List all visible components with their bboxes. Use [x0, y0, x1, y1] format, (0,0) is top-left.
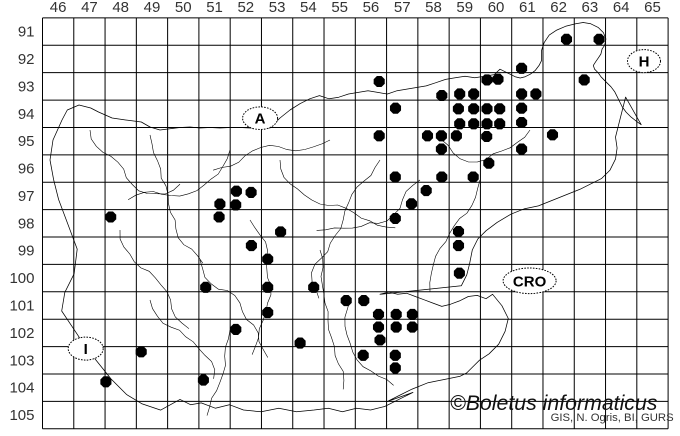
- svg-text:64: 64: [613, 0, 630, 16]
- svg-text:63: 63: [582, 0, 599, 16]
- svg-text:104: 104: [9, 380, 34, 397]
- svg-text:95: 95: [18, 133, 35, 150]
- svg-text:102: 102: [9, 325, 34, 342]
- svg-text:59: 59: [456, 0, 473, 16]
- svg-text:98: 98: [18, 215, 35, 232]
- svg-text:62: 62: [550, 0, 567, 16]
- svg-text:91: 91: [18, 24, 35, 41]
- svg-text:94: 94: [18, 106, 35, 123]
- svg-text:CRO: CRO: [513, 273, 547, 290]
- svg-text:46: 46: [50, 0, 67, 16]
- svg-text:51: 51: [206, 0, 223, 16]
- svg-text:57: 57: [394, 0, 411, 16]
- svg-text:97: 97: [18, 188, 35, 205]
- svg-text:52: 52: [237, 0, 254, 16]
- svg-text:48: 48: [112, 0, 129, 16]
- svg-text:49: 49: [144, 0, 161, 16]
- svg-text:60: 60: [488, 0, 505, 16]
- svg-text:99: 99: [18, 243, 35, 260]
- svg-text:61: 61: [519, 0, 536, 16]
- svg-text:105: 105: [9, 407, 34, 424]
- svg-text:96: 96: [18, 161, 35, 178]
- svg-text:53: 53: [269, 0, 286, 16]
- svg-text:93: 93: [18, 78, 35, 95]
- svg-text:100: 100: [9, 270, 34, 287]
- svg-text:58: 58: [425, 0, 442, 16]
- svg-text:55: 55: [331, 0, 348, 16]
- svg-text:A: A: [255, 111, 266, 128]
- svg-text:50: 50: [175, 0, 192, 16]
- svg-text:47: 47: [81, 0, 98, 16]
- svg-text:H: H: [639, 53, 650, 70]
- svg-text:92: 92: [18, 51, 35, 68]
- svg-text:GIS, N. Ogris, BI, GURS: GIS, N. Ogris, BI, GURS: [551, 412, 674, 424]
- svg-text:65: 65: [644, 0, 661, 16]
- svg-text:56: 56: [363, 0, 380, 16]
- svg-text:103: 103: [9, 352, 34, 369]
- svg-text:I: I: [84, 341, 88, 358]
- svg-text:101: 101: [9, 297, 34, 314]
- svg-text:54: 54: [300, 0, 317, 16]
